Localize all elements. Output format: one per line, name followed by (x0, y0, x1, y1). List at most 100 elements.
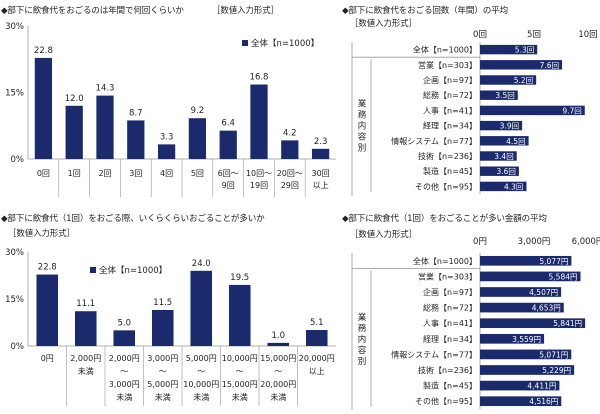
x-tick-label: 19回 (250, 181, 268, 190)
x-tick-label: 5,000円 (186, 354, 217, 363)
x-tick-label: 5回 (527, 30, 541, 40)
x-tick-label: 0円 (41, 354, 54, 363)
data-label: 24.0 (192, 259, 211, 269)
data-label: 5.1 (310, 318, 324, 328)
data-label: 4,653円 (532, 304, 561, 313)
x-tick-label: ～ (274, 367, 282, 376)
x-tick-label: 30回 (312, 169, 330, 178)
x-tick-label: 未満 (232, 392, 248, 402)
x-tick-label: 未満 (78, 366, 94, 376)
chart-title: ◆部下に飲食代をおごるのは年間で何回くらいか (1, 6, 184, 16)
x-tick-label: 1回 (68, 169, 81, 178)
x-tick-label: 20回～ (277, 169, 303, 178)
x-tick-label: 0円 (473, 237, 487, 247)
x-tick-label: ～ (197, 367, 205, 376)
data-label: 11.5 (153, 298, 172, 308)
chart-title: ◆部下に飲食代をおごる回数（年間）の平均 (342, 6, 508, 16)
bar (281, 140, 299, 159)
x-tick-label: 5,000円 (147, 380, 178, 389)
category-label: 総務【n=72】 (423, 303, 477, 313)
legend-swatch (90, 267, 96, 273)
group-label-char: 別 (358, 357, 367, 367)
data-label: 7.6回 (540, 61, 559, 70)
bar (480, 396, 562, 407)
bar (151, 309, 174, 346)
x-tick-label: ～ (236, 367, 244, 376)
category-label: 技術【n=236】 (418, 151, 477, 161)
x-tick-label: 15,000円 (260, 354, 296, 363)
category-label: 営業【n=303】 (418, 60, 477, 70)
data-label: 3.9回 (500, 122, 519, 131)
y-tick-label: 15% (5, 89, 24, 99)
chart-title: ◆部下に飲食代（1回）をおごる際、いくらくらいおごることが多いか (1, 214, 265, 224)
bar (480, 166, 519, 176)
x-tick-label: 0回 (473, 30, 487, 40)
group-label-char: 別 (358, 144, 367, 154)
bar (157, 144, 176, 159)
y-tick-label: 0% (11, 342, 25, 352)
bar (480, 90, 518, 100)
bar (480, 75, 537, 85)
x-tick-label: 10,000円 (222, 354, 258, 363)
x-tick-label: 2,000円 (70, 354, 101, 363)
bar (480, 181, 527, 192)
group-label-char: 容 (358, 345, 367, 356)
data-label: 16.8 (250, 73, 269, 83)
data-label: 4,507円 (529, 288, 558, 297)
bar (219, 130, 237, 159)
group-label-char: 務 (358, 323, 367, 334)
bar (480, 120, 523, 131)
data-label: 5.2回 (514, 76, 533, 85)
data-label: 4,411円 (527, 382, 556, 391)
data-label: 19.5 (230, 273, 249, 283)
chart-subtitle: ［数値入力形式］ (350, 18, 417, 28)
data-label: 9.7回 (562, 106, 581, 115)
data-label: 9.2 (191, 106, 205, 116)
x-tick-label: 0回 (37, 169, 50, 178)
x-tick-label: 4回 (160, 169, 173, 178)
data-label: 5,077円 (539, 257, 568, 266)
group-label-char: 容 (358, 132, 367, 143)
bar (480, 271, 581, 282)
bar (96, 95, 114, 159)
category-label: 技術【n=236】 (418, 365, 477, 375)
bar (480, 44, 538, 55)
data-label: 1.0 (271, 331, 285, 341)
x-tick-label: 6回～ (218, 169, 239, 178)
y-tick-label: 30% (5, 248, 24, 258)
x-tick-label: 2,000円 (109, 354, 140, 363)
category-label: 企画【n=97】 (423, 287, 477, 297)
bar (480, 380, 560, 391)
group-label-char: 業 (358, 99, 367, 110)
chart-subtitle: ［数値入力形式］ (8, 228, 75, 238)
data-label: 12.0 (65, 94, 84, 104)
x-tick-label: 10回 (578, 30, 597, 40)
hbar-chart: 0円 3,000円 6,000円業務内容別 全体【n=1000】 5,077円営業【n=… (351, 237, 600, 411)
group-label-char: 内 (358, 121, 367, 132)
data-label: 5.0 (117, 318, 131, 328)
bar (311, 148, 330, 159)
bar (305, 330, 328, 346)
bar (267, 342, 290, 346)
x-tick-label: 5回 (191, 169, 204, 178)
category-label: 人事【n=41】 (423, 318, 477, 328)
x-tick-label: 未満 (116, 392, 132, 402)
category-label: 営業【n=303】 (418, 271, 477, 281)
data-label: 3.5回 (495, 91, 514, 100)
bar (480, 349, 572, 360)
chart-title: ◆部下に飲食代（1回）をおごることが多い金額の平均 (342, 214, 547, 224)
data-label: 8.7 (129, 108, 143, 118)
x-tick-label: 20,000円 (260, 380, 296, 389)
data-label: 5,229円 (542, 366, 571, 375)
data-label: 3,559円 (512, 335, 541, 344)
data-label: 3.6回 (496, 167, 515, 176)
x-tick-label: 20,000円 (299, 354, 335, 363)
bar-chart: 0% 15% 30% 22.8 0回 12.0 1回 14.3 2回 8.7 3回 3.3 4回 9.2 5… (5, 22, 336, 197)
x-tick-label: 未満 (270, 392, 286, 402)
chart-subtitle: ［数値入力形式］ (350, 229, 417, 239)
x-tick-label: 10,000円 (183, 380, 219, 389)
category-label: 全体【n=1000】 (413, 45, 477, 55)
bar (127, 120, 145, 159)
